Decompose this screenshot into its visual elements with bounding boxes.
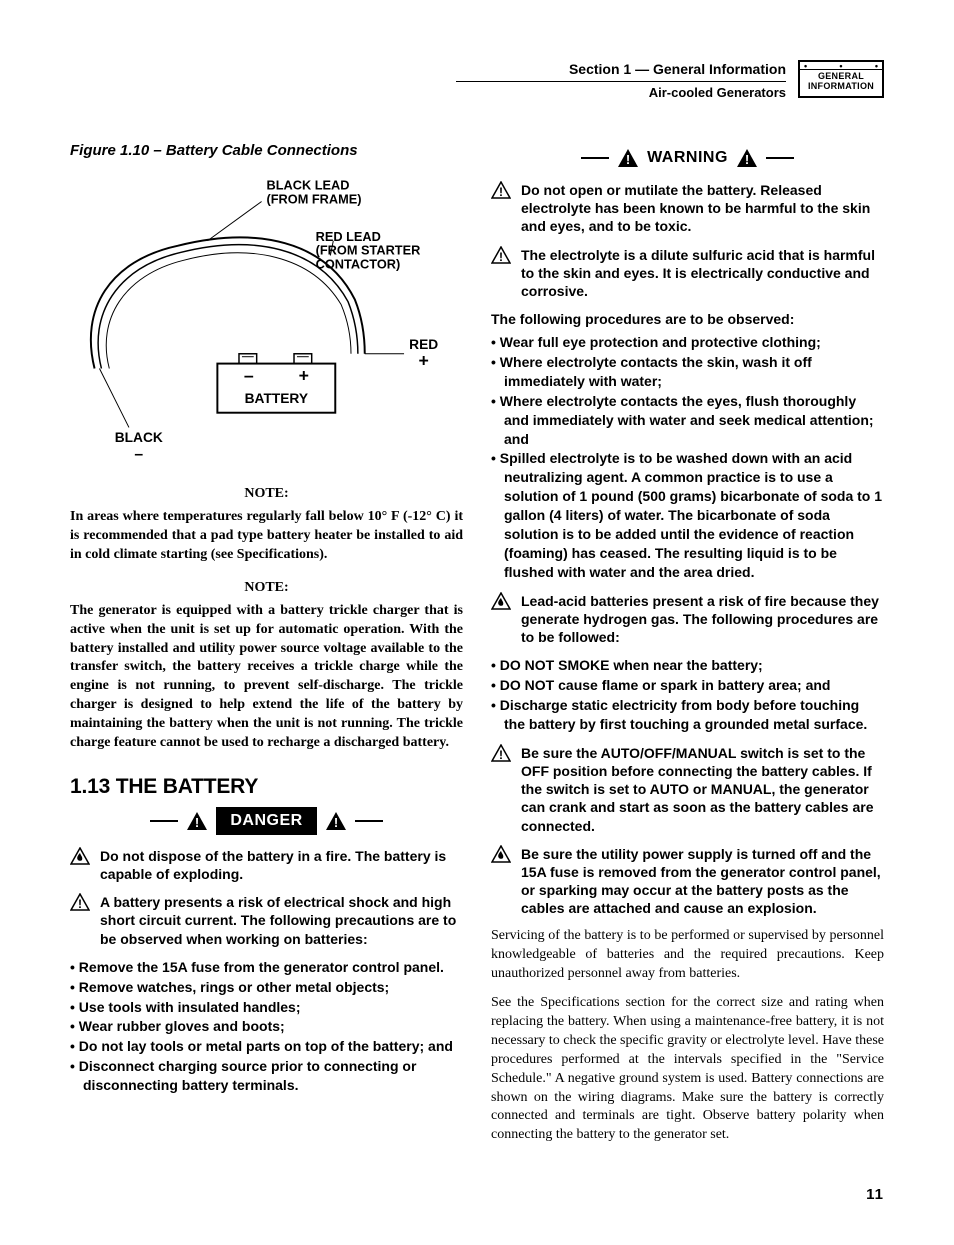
bullet-item: Discharge static electricity from body b… <box>491 696 884 734</box>
caution-triangle-icon: ! <box>491 181 511 199</box>
warning-item: Do not dispose of the battery in a fire.… <box>70 847 463 883</box>
caution-triangle-icon: ! <box>491 744 513 835</box>
svg-text:+: + <box>299 365 309 385</box>
tab-label-line2: INFORMATION <box>808 81 874 91</box>
warning-label: WARNING <box>647 147 728 169</box>
tab-label: GENERAL INFORMATION <box>800 70 882 96</box>
warning-item: ! Be sure the AUTO/OFF/MANUAL switch is s… <box>491 744 884 835</box>
banner-rule-right <box>355 820 383 822</box>
note1-body: In areas where temperatures regularly fa… <box>70 508 463 565</box>
battery-diagram: – + BATTERY RED + BLACK – BLACK LEAD (FR… <box>70 172 463 467</box>
section-subtitle: Air-cooled Generators <box>456 84 786 102</box>
banner-rule-left <box>581 157 609 159</box>
banner-rule-left <box>150 820 178 822</box>
warning-item: Lead-acid batteries present a risk of fi… <box>491 592 884 647</box>
procedures-a-lead: The following procedures are to be obser… <box>491 310 884 329</box>
warning-triangle-icon: ! <box>186 811 208 831</box>
warning-triangle-icon: ! <box>325 811 347 831</box>
bullet-item: Where electrolyte contacts the skin, was… <box>491 353 884 391</box>
svg-text:–: – <box>244 365 254 385</box>
tab-label-line1: GENERAL <box>818 71 864 81</box>
caution-triangle-icon: ! <box>70 893 92 948</box>
procedures-b: DO NOT SMOKE when near the battery;DO NO… <box>491 656 884 734</box>
fire-triangle-icon <box>491 592 513 647</box>
page-header: Section 1 — General Information Air-cool… <box>70 60 884 101</box>
page-number: 11 <box>70 1185 884 1205</box>
warning-item: ! A battery presents a risk of electrical… <box>70 893 463 948</box>
svg-text:(FROM STARTER: (FROM STARTER <box>316 242 421 257</box>
right-column: ! WARNING ! ! Do not open or mutilate the… <box>491 141 884 1155</box>
servicing-paragraph: Servicing of the battery is to be perfor… <box>491 927 884 984</box>
bullet-item: Wear rubber gloves and boots; <box>70 1017 463 1036</box>
danger-bullet-list: Remove the 15A fuse from the generator c… <box>70 958 463 1095</box>
bullet-item: Remove the 15A fuse from the generator c… <box>70 958 463 977</box>
caution-triangle-icon: ! <box>491 246 511 264</box>
bullet-item: Remove watches, rings or other metal obj… <box>70 978 463 997</box>
section-heading: 1.13 THE BATTERY <box>70 773 463 801</box>
caution-triangle-icon: ! <box>491 246 513 301</box>
warning-text: The electrolyte is a dilute sulfuric aci… <box>521 246 884 301</box>
banner-rule-right <box>766 157 794 159</box>
warning-text: Do not open or mutilate the battery. Rel… <box>521 181 884 236</box>
bullet-item: Use tools with insulated handles; <box>70 998 463 1017</box>
svg-text:RED LEAD: RED LEAD <box>316 228 381 243</box>
warning-text: Lead-acid batteries present a risk of fi… <box>521 592 884 647</box>
section-tab: ••• GENERAL INFORMATION <box>798 60 884 98</box>
warning-banner: ! WARNING ! <box>491 147 884 169</box>
svg-text:(FROM FRAME): (FROM FRAME) <box>267 191 362 206</box>
warning-triangle-icon: ! <box>736 148 758 168</box>
note2-body: The generator is equipped with a battery… <box>70 602 463 753</box>
svg-text:!: ! <box>745 152 749 167</box>
svg-text:+: + <box>419 350 429 370</box>
specifications-paragraph: See the Specifications section for the c… <box>491 994 884 1145</box>
danger-banner: ! DANGER ! <box>70 807 463 835</box>
bullet-item: Where electrolyte contacts the eyes, flu… <box>491 392 884 449</box>
svg-text:!: ! <box>334 815 338 830</box>
svg-text:!: ! <box>499 250 503 264</box>
bullet-item: Spilled electrolyte is to be washed down… <box>491 449 884 581</box>
svg-text:CONTACTOR): CONTACTOR) <box>316 256 401 271</box>
fire-triangle-icon <box>491 845 511 863</box>
tab-dots: ••• <box>800 62 882 70</box>
warning-item: ! The electrolyte is a dilute sulfuric ac… <box>491 246 884 301</box>
fire-triangle-icon <box>491 845 513 918</box>
fire-triangle-icon <box>70 847 92 883</box>
caution-triangle-icon: ! <box>491 744 511 762</box>
section-title: Section 1 — General Information <box>456 60 786 82</box>
figure-caption: Figure 1.10 – Battery Cable Connections <box>70 141 463 161</box>
warning-text: A battery presents a risk of electrical … <box>100 893 463 948</box>
bullet-item: DO NOT SMOKE when near the battery; <box>491 656 884 675</box>
svg-text:!: ! <box>499 185 503 199</box>
svg-text:!: ! <box>78 897 82 911</box>
bullet-item: Do not lay tools or metal parts on top o… <box>70 1037 463 1056</box>
warning-text: Do not dispose of the battery in a fire.… <box>100 847 463 883</box>
svg-text:BLACK LEAD: BLACK LEAD <box>267 177 350 192</box>
svg-text:BATTERY: BATTERY <box>245 391 308 406</box>
warning-item: Be sure the utility power supply is turn… <box>491 845 884 918</box>
svg-text:!: ! <box>499 748 503 762</box>
svg-text:!: ! <box>195 815 199 830</box>
note1-heading: NOTE: <box>70 485 463 504</box>
svg-text:–: – <box>134 446 143 463</box>
caution-triangle-icon: ! <box>70 893 90 911</box>
warning-text: Be sure the AUTO/OFF/MANUAL switch is se… <box>521 744 884 835</box>
fire-triangle-icon <box>70 847 90 865</box>
warning-triangle-icon: ! <box>617 148 639 168</box>
bullet-item: Wear full eye protection and protective … <box>491 333 884 352</box>
bullet-item: Disconnect charging source prior to conn… <box>70 1057 463 1095</box>
note2-heading: NOTE: <box>70 579 463 598</box>
header-text-block: Section 1 — General Information Air-cool… <box>456 60 786 101</box>
bullet-item: DO NOT cause flame or spark in battery a… <box>491 676 884 695</box>
fire-triangle-icon <box>491 592 511 610</box>
procedures-a: The following procedures are to be obser… <box>491 310 884 581</box>
svg-text:!: ! <box>626 152 630 167</box>
svg-text:BLACK: BLACK <box>115 430 163 445</box>
danger-label: DANGER <box>216 807 316 835</box>
caution-triangle-icon: ! <box>491 181 513 236</box>
warning-text: Be sure the utility power supply is turn… <box>521 845 884 918</box>
warning-item: ! Do not open or mutilate the battery. Re… <box>491 181 884 236</box>
left-column: Figure 1.10 – Battery Cable Connections … <box>70 141 463 1155</box>
